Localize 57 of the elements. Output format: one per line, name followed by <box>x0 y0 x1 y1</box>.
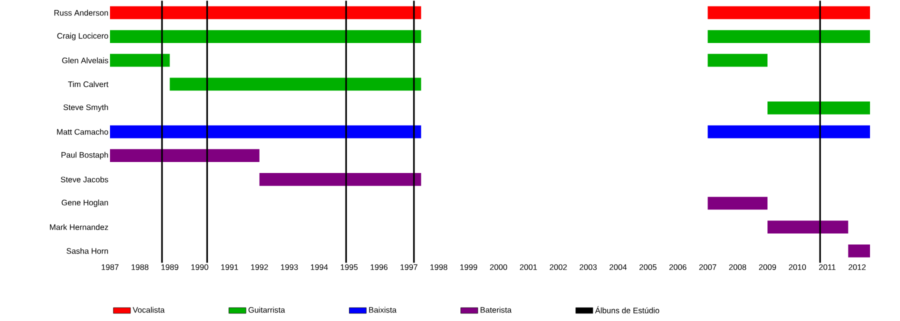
bar <box>259 173 422 186</box>
x-tick-label: 2007 <box>699 264 716 270</box>
bar <box>708 30 870 44</box>
y-tick-label: Matt Camacho <box>57 128 108 135</box>
y-tick-label: Sasha Horn <box>66 248 108 254</box>
x-tick-label: 1996 <box>370 264 388 270</box>
legend-label: Baterista <box>480 306 512 313</box>
x-tick-label: 1987 <box>102 264 118 270</box>
bar <box>110 30 422 44</box>
x-tick-label: 2010 <box>788 264 806 270</box>
y-tick-label: Craig Locicero <box>57 32 108 40</box>
bar <box>110 6 422 20</box>
x-tick-label: 1999 <box>460 264 478 270</box>
x-tick-label: 1993 <box>281 264 298 270</box>
legend-label: Guitarrista <box>248 306 286 313</box>
x-tick-label: 1991 <box>221 264 238 270</box>
x-tick-label: 2003 <box>580 264 597 270</box>
x-tick-label: 2001 <box>520 264 537 270</box>
bar <box>110 149 260 162</box>
bar <box>708 196 768 210</box>
legend-label: Álbuns de Estúdio <box>595 306 660 314</box>
x-tick-label: 2009 <box>759 264 776 270</box>
x-tick-label: 2000 <box>490 264 508 270</box>
y-tick-label: Glen Alvelais <box>62 57 108 64</box>
x-tick-label: 2008 <box>729 264 746 270</box>
x-tick-label: 1989 <box>161 264 178 270</box>
y-tick-label: Russ Anderson <box>54 10 108 16</box>
y-tick-label: Steve Jacobs <box>60 176 108 182</box>
x-tick-label: 1998 <box>430 264 448 270</box>
y-tick-label: Mark Hernandez <box>50 224 108 230</box>
bar <box>110 125 422 138</box>
legend-label: Vocalista <box>132 306 165 313</box>
bar <box>848 244 870 258</box>
y-tick-label: Paul Bostaph <box>62 152 108 160</box>
bar <box>708 6 870 20</box>
legend-label: Baixista <box>369 306 397 313</box>
bar <box>708 54 768 67</box>
bar <box>110 54 170 67</box>
x-tick-label: 1988 <box>132 264 148 270</box>
x-tick-label: 1990 <box>191 264 208 270</box>
bar <box>708 125 870 138</box>
y-tick-label: Tim Calvert <box>68 81 108 88</box>
x-tick-label: 1992 <box>251 264 268 270</box>
x-tick-label: 2011 <box>819 264 836 270</box>
y-tick-label: Steve Smyth <box>63 104 108 112</box>
x-tick-label: 2006 <box>669 264 686 270</box>
x-tick-label: 1994 <box>310 264 328 270</box>
x-tick-label: 2005 <box>639 264 657 270</box>
x-tick-label: 2012 <box>848 264 866 270</box>
x-tick-label: 2004 <box>610 264 627 270</box>
bar <box>170 78 422 91</box>
x-tick-label: 2002 <box>550 264 567 270</box>
x-tick-label: 1995 <box>340 264 358 270</box>
bar <box>767 220 848 234</box>
x-tick-label: 1997 <box>400 264 418 270</box>
bar <box>767 102 870 114</box>
y-tick-label: Gene Hoglan <box>62 200 108 208</box>
